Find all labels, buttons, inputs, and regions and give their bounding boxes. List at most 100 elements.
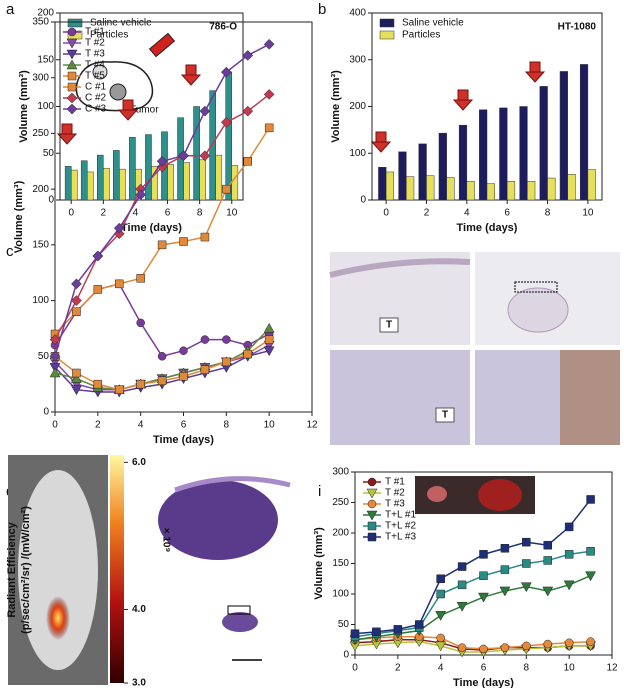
marker (72, 368, 81, 378)
legend-label: T #2 (385, 488, 405, 499)
fluorescence (46, 596, 70, 640)
y-tick-label: 300 (332, 467, 349, 478)
x-tick-label: 0 (383, 208, 389, 219)
marker (115, 385, 124, 394)
bar (145, 134, 152, 201)
legend-label: Particles (90, 30, 128, 41)
x-tick-label: 2 (101, 208, 107, 219)
marker (456, 601, 468, 612)
marker (436, 589, 445, 599)
marker (113, 222, 125, 234)
y-axis-label: Volume (mm³) (330, 70, 342, 143)
marker (436, 633, 445, 643)
marker (200, 365, 210, 374)
y-tick-label: 100 (349, 148, 366, 159)
y-tick-label: 200 (332, 528, 349, 539)
legend-label: T+L #1 (385, 510, 416, 521)
y-tick-label: 100 (37, 101, 54, 112)
marker (136, 318, 145, 328)
marker (522, 641, 531, 651)
bar (446, 177, 455, 201)
marker (543, 639, 552, 649)
marker (157, 352, 167, 361)
bar (119, 168, 126, 201)
marker (66, 38, 78, 49)
x-tick-label: 2 (95, 420, 101, 431)
bar (527, 181, 536, 201)
panel-label: i (318, 483, 321, 500)
marker (115, 279, 124, 289)
y-tick-label: 150 (37, 54, 54, 65)
y-tick-label: 150 (32, 239, 49, 250)
marker (71, 295, 82, 306)
marker (479, 644, 488, 654)
bar (80, 160, 88, 201)
x-tick-label: 0 (352, 663, 358, 674)
marker (93, 379, 103, 389)
series-line (354, 550, 591, 638)
marker (199, 150, 211, 162)
marker (457, 562, 467, 571)
x-tick-label: 8 (224, 420, 230, 431)
x-tick-label: 12 (606, 663, 618, 674)
legend-label: Saline vehicle (402, 18, 464, 29)
marker (220, 116, 232, 128)
marker (263, 346, 275, 357)
marker (243, 349, 252, 359)
marker (367, 477, 377, 487)
legend-swatch (379, 18, 395, 28)
bar (70, 169, 78, 201)
marker (70, 373, 82, 383)
histology-label: T (442, 410, 448, 421)
marker (136, 274, 145, 283)
marker (350, 629, 360, 638)
schematic-label: Tumor (130, 105, 159, 116)
x-tick-label: 12 (306, 420, 318, 431)
mouse (18, 470, 98, 670)
y-tick-label: 200 (32, 184, 49, 195)
y-tick-label: 100 (332, 589, 349, 600)
x-tick-label: 8 (197, 208, 203, 219)
inset-box (227, 605, 251, 615)
y-tick-label: 0 (360, 195, 366, 206)
marker (66, 59, 78, 70)
legend-label: C #2 (85, 93, 107, 104)
marker (436, 574, 445, 583)
marker (564, 522, 574, 532)
marker (179, 346, 188, 355)
y-tick-label: 0 (43, 407, 49, 418)
bar (135, 168, 142, 201)
bar (129, 137, 136, 201)
marker (263, 89, 275, 100)
marker (563, 580, 575, 591)
x-axis-label: Time (days) (153, 434, 214, 446)
tumor (427, 486, 447, 502)
marker (564, 550, 574, 559)
marker (522, 537, 531, 547)
marker (415, 620, 424, 629)
x-tick-label: 6 (165, 208, 171, 219)
marker (156, 155, 168, 167)
y-tick-label: 300 (32, 72, 49, 83)
marker (66, 103, 78, 115)
colorbar-tick-label: 6.0 (132, 457, 146, 468)
legend-label: T #2 (85, 38, 105, 49)
y-tick-label: 250 (32, 128, 49, 139)
label-box (379, 317, 399, 333)
y-axis-label: Volume (mm³) (313, 527, 325, 600)
x-tick-label: 10 (564, 663, 576, 674)
marker (457, 580, 467, 590)
bar (183, 162, 190, 201)
legend-label: T+L #3 (385, 532, 416, 543)
bar (113, 150, 120, 201)
marker (367, 532, 377, 542)
marker (222, 335, 231, 344)
panel-label: a (6, 1, 15, 18)
marker (543, 540, 552, 550)
legend-swatch (67, 18, 83, 28)
y-tick-label: 200 (349, 101, 366, 112)
bar (426, 175, 435, 201)
marker (366, 510, 378, 521)
marker (520, 582, 532, 593)
y-tick-label: 400 (349, 8, 366, 19)
